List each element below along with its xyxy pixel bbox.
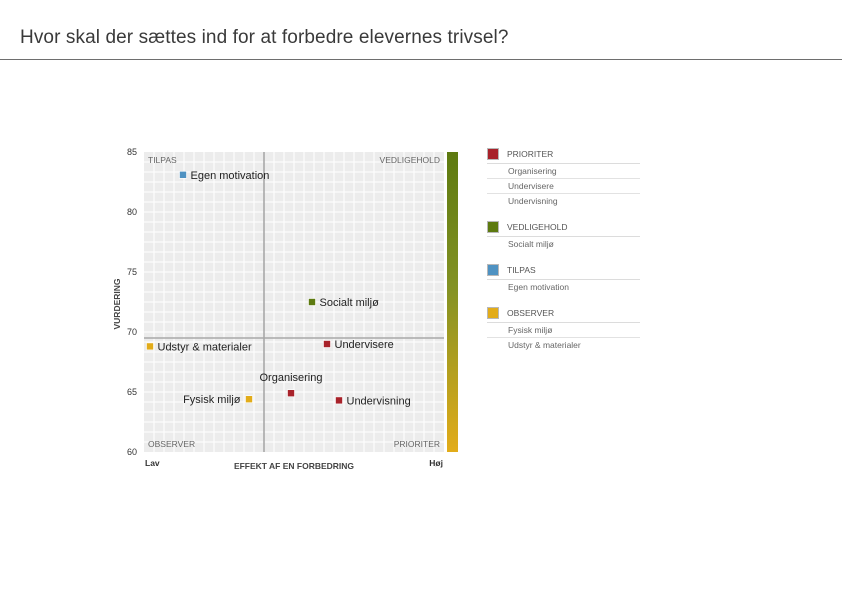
legend-item: Undervisere	[487, 179, 640, 194]
page-title: Hvor skal der sættes ind for at forbedre…	[20, 27, 509, 48]
y-tick-label: 85	[127, 147, 137, 157]
data-point-label: Undervisning	[347, 395, 411, 407]
data-point-label: Organisering	[260, 372, 323, 384]
legend-group-label: TILPAS	[507, 265, 536, 275]
data-point-marker	[335, 396, 343, 405]
legend-group-prioriter: PRIORITER Organisering Undervisere Undervis…	[487, 146, 640, 208]
data-point-label: Egen motivation	[191, 170, 270, 182]
data-point-label: Fysisk miljø	[183, 394, 241, 406]
legend-swatch	[487, 307, 499, 319]
y-tick-label: 65	[127, 387, 137, 397]
chart-legend: PRIORITER Organisering Undervisere Undervis…	[487, 146, 640, 363]
legend-group-vedligehold: VEDLIGEHOLD Socialt miljø	[487, 219, 640, 251]
data-point-label: Udstyr & materialer	[158, 341, 252, 353]
legend-group-header: VEDLIGEHOLD	[487, 219, 640, 237]
title-divider	[0, 59, 842, 60]
y-tick-label: 75	[127, 267, 137, 277]
legend-item: Socialt miljø	[508, 239, 554, 249]
x-axis-low-label: Lav	[145, 458, 160, 468]
data-point-marker	[146, 342, 154, 351]
quadrant-label-top-right: VEDLIGEHOLD	[380, 155, 440, 165]
quadrant-label-bottom-right: PRIORITER	[394, 439, 440, 449]
priority-gradient-bar	[447, 152, 458, 452]
legend-group-label: VEDLIGEHOLD	[507, 222, 568, 232]
y-tick-label: 60	[127, 447, 137, 457]
legend-item: Organisering	[487, 164, 640, 179]
data-point-label: Socialt miljø	[320, 297, 380, 309]
legend-group-header: OBSERVER	[487, 305, 640, 323]
y-tick-label: 70	[127, 327, 137, 337]
x-axis-high-label: Høj	[429, 458, 443, 468]
data-point-marker	[323, 340, 331, 348]
legend-group-tilpas: TILPAS Egen motivation	[487, 262, 640, 294]
legend-item: Fysisk miljø	[487, 323, 640, 338]
data-point-marker	[308, 298, 316, 306]
quadrant-label-bottom-left: OBSERVER	[148, 439, 195, 449]
legend-group-label: PRIORITER	[507, 149, 554, 159]
legend-swatch	[487, 264, 499, 276]
data-point-marker	[245, 395, 253, 404]
legend-item: Udstyr & materialer	[508, 340, 581, 350]
legend-group-label: OBSERVER	[507, 308, 555, 318]
legend-swatch	[487, 221, 499, 233]
x-axis-label: EFFEKT AF EN FORBEDRING	[234, 461, 354, 471]
legend-group-observer: OBSERVER Fysisk miljø Udstyr & materialer	[487, 305, 640, 352]
data-point-marker	[179, 171, 187, 179]
legend-group-header: PRIORITER	[487, 146, 640, 164]
legend-swatch	[487, 148, 499, 160]
data-point-marker	[287, 389, 295, 398]
y-axis-label: VURDERING	[112, 278, 122, 329]
data-point-label: Undervisere	[335, 339, 394, 351]
legend-item: Egen motivation	[508, 282, 569, 292]
legend-item: Undervisning	[508, 196, 558, 206]
legend-group-header: TILPAS	[487, 262, 640, 280]
quadrant-label-top-left: TILPAS	[148, 155, 177, 165]
y-tick-label: 80	[127, 207, 137, 217]
